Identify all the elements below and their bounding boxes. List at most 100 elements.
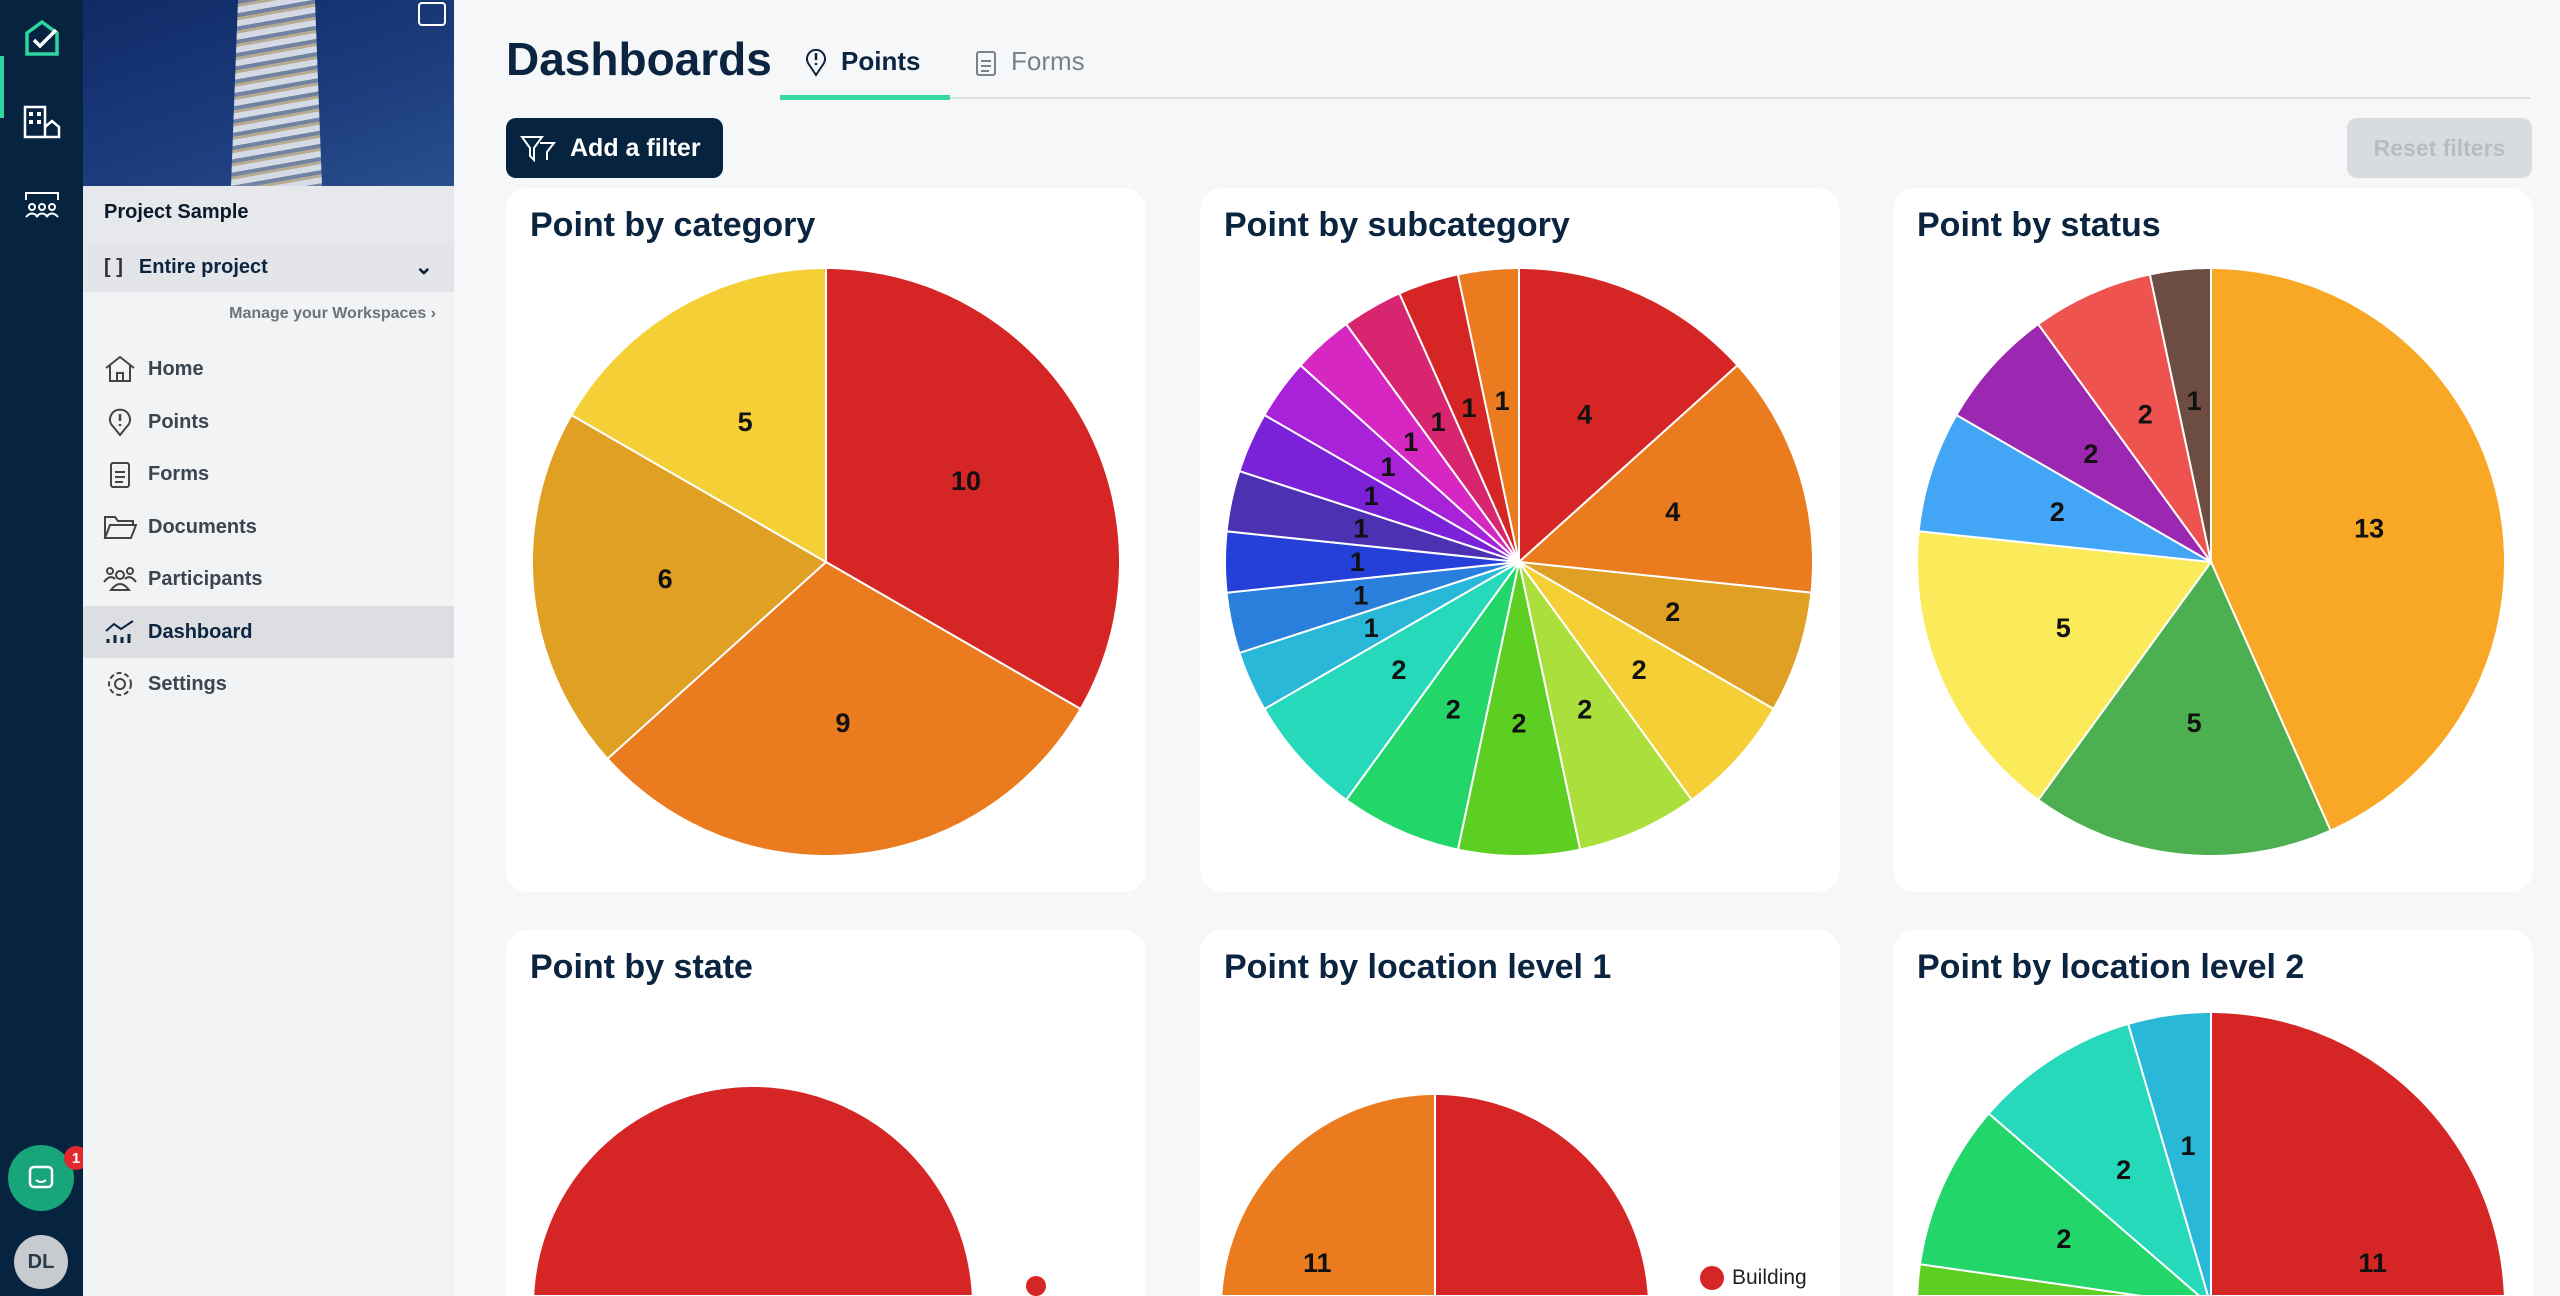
pie-slice[interactable] [825, 267, 1121, 711]
chart-card-category: Point by category 10 9 6 5 [506, 188, 1146, 892]
buildings-icon[interactable] [20, 100, 64, 144]
pie-data-label: 4 [1577, 399, 1592, 429]
pie-data-label: 2 [1391, 655, 1406, 685]
legend-dot [1700, 1266, 1724, 1290]
chart-title: Point by status [1917, 206, 2161, 244]
pie-slice[interactable] [2126, 1011, 2212, 1296]
tab-points[interactable]: Points [805, 46, 920, 77]
pie-data-label: 5 [738, 407, 753, 437]
pie-data-label: 4 [1665, 497, 1680, 527]
pie-slice[interactable] [1398, 273, 1520, 563]
pie-slice[interactable] [1299, 322, 1520, 563]
chart-title: Point by subcategory [1224, 206, 1570, 244]
sidebar-item-participants[interactable]: Participants [83, 553, 454, 605]
pie-data-label: 2 [2116, 1155, 2131, 1185]
pie-slice[interactable] [2036, 273, 2212, 563]
reset-filters-button[interactable]: Reset filters [2347, 118, 2532, 178]
pie-data-label: 1 [1495, 386, 1510, 416]
user-avatar[interactable]: DL [14, 1235, 68, 1289]
gear-icon [108, 672, 132, 696]
pie-slice[interactable] [1955, 322, 2212, 563]
pie-data-label: 1 [1364, 613, 1379, 643]
chart-icon [105, 620, 134, 643]
chat-button[interactable] [8, 1145, 74, 1211]
pie-data-label: 11 [2358, 1248, 2387, 1278]
tabs-divider [780, 97, 2530, 99]
pie-chart-location-level-1: 11 [1220, 1093, 1650, 1296]
pie-data-label: 2 [2083, 439, 2098, 469]
sidebar-item-points[interactable]: Points [83, 396, 454, 448]
project-cover-image [83, 0, 454, 186]
pie-slice[interactable] [570, 267, 827, 564]
pie-slice[interactable] [1238, 561, 1520, 711]
pie-slice[interactable] [1456, 561, 1582, 857]
add-filter-button[interactable]: Add a filter [506, 118, 723, 178]
pie-chart-location-level-2: 112221 [1916, 1011, 2506, 1296]
clipboard-icon [976, 50, 996, 76]
pie-data-label: 1 [1353, 581, 1368, 611]
pie-slice[interactable] [1344, 292, 1520, 563]
workspace-selector[interactable]: [ ] Entire project ⌄ [83, 242, 454, 292]
pie-slice[interactable] [1917, 413, 2212, 563]
tab-forms[interactable]: Forms [975, 46, 1085, 77]
manage-workspaces-label: Manage your Workspaces [229, 305, 427, 322]
pie-slice[interactable] [2148, 267, 2212, 563]
pie-slice[interactable] [1263, 561, 1520, 802]
sidebar-item-documents[interactable]: Documents [83, 501, 454, 553]
pie-slice[interactable] [1518, 561, 1694, 851]
pie-data-label: 5 [2056, 613, 2071, 643]
pie-slice[interactable] [606, 560, 1082, 857]
project-name: Project Sample [83, 186, 454, 242]
legend-dot [1026, 1276, 1046, 1296]
pie-data-label: 6 [658, 564, 673, 594]
pie-slice[interactable] [2036, 560, 2332, 857]
sidebar-item-label: Forms [148, 462, 210, 485]
clipboard-icon [110, 462, 130, 488]
point-icon [806, 48, 826, 77]
pie-slice[interactable] [1987, 1022, 2210, 1296]
sidebar-item-settings[interactable]: Settings [83, 658, 454, 710]
pie-slice[interactable] [2210, 1011, 2506, 1296]
folder-icon [103, 516, 137, 539]
pie-slice[interactable] [1916, 530, 2213, 802]
pie-slice[interactable] [1224, 530, 1520, 594]
project-sidebar: Project Sample [ ] Entire project ⌄ Mana… [83, 0, 454, 1296]
sidebar-item-dashboard[interactable]: Dashboard [83, 606, 454, 658]
pie-slice[interactable] [531, 413, 828, 761]
pie-data-label: 1 [1350, 547, 1365, 577]
chat-icon [28, 1165, 54, 1189]
chart-title: Point by state [530, 948, 753, 986]
pie-slice[interactable] [1263, 363, 1520, 563]
workspace-label: Entire project [138, 255, 268, 278]
sidebar-item-label: Documents [148, 515, 257, 538]
pie-slice[interactable] [1344, 561, 1520, 851]
pie-slice[interactable] [1918, 1112, 2202, 1296]
pie-slice[interactable] [1518, 267, 1739, 565]
chart-card-location-level-2: Point by location level 2112221 [1893, 930, 2533, 1296]
pie-slice[interactable] [532, 1085, 974, 1296]
pie-data-label: 5 [2187, 708, 2202, 738]
point-icon [109, 408, 131, 437]
pie-slice[interactable] [1225, 561, 1520, 655]
active-tab-indicator [780, 95, 950, 100]
sidebar-item-forms[interactable]: Forms [83, 448, 454, 500]
sidebar-item-label: Home [148, 357, 204, 380]
pie-data-label: 1 [1462, 393, 1477, 423]
pie-slice[interactable] [1456, 267, 1520, 563]
pie-slice[interactable] [1220, 1093, 1436, 1296]
pie-data-label: 2 [1577, 695, 1592, 725]
legend-item[interactable]: Building [1700, 1266, 1807, 1290]
pie-slice[interactable] [1516, 363, 1814, 594]
sidebar-item-home[interactable]: Home [83, 343, 454, 395]
pie-slice[interactable] [1518, 561, 1813, 711]
collapse-sidebar-icon[interactable] [418, 2, 446, 26]
team-icon[interactable] [20, 183, 64, 227]
pie-slice[interactable] [1518, 561, 1775, 802]
pie-slice[interactable] [1434, 1093, 1650, 1296]
manage-workspaces-link[interactable]: Manage your Workspaces › [229, 305, 436, 322]
pie-chart-category: 10 9 6 5 [531, 267, 1121, 857]
pie-slice[interactable] [2210, 267, 2506, 832]
pie-slice[interactable] [1238, 413, 1520, 563]
app-logo-icon[interactable] [20, 16, 64, 60]
